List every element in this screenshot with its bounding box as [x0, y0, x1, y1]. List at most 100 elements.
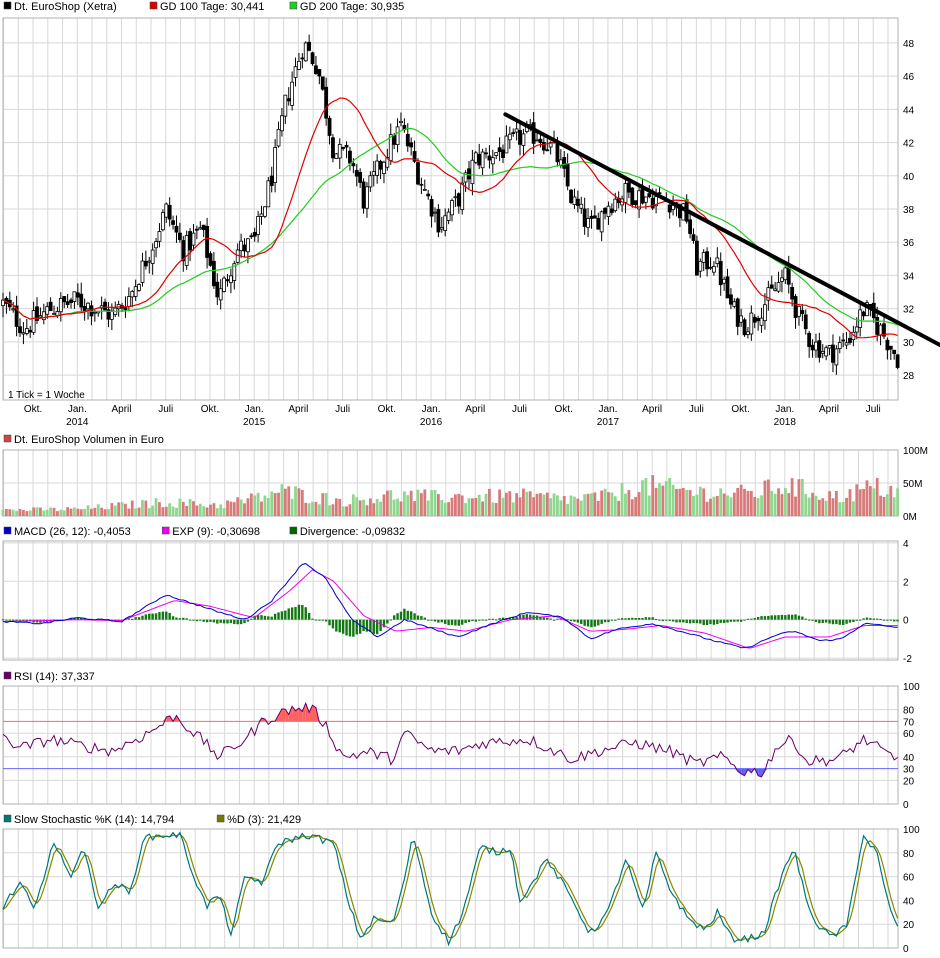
volume-bar — [814, 495, 818, 516]
divergence-bar — [573, 619, 576, 622]
divergence-bar — [498, 618, 501, 620]
volume-y-tick: 0M — [903, 512, 917, 523]
volume-bar — [865, 480, 869, 516]
candle-body — [783, 267, 788, 281]
divergence-bar — [719, 619, 722, 623]
candle-body — [848, 337, 852, 343]
legend-swatch — [3, 671, 12, 680]
candle-body — [531, 122, 536, 144]
volume-bar — [396, 498, 399, 516]
divergence-bar — [25, 619, 29, 621]
candle-body — [232, 263, 237, 281]
volume-bar — [617, 500, 621, 516]
x-tick-year: 2015 — [243, 417, 266, 428]
divergence-bar — [668, 619, 671, 621]
candle-body — [613, 198, 618, 212]
candle-body — [773, 288, 778, 291]
volume-bar — [607, 492, 610, 516]
divergence-bar — [767, 615, 770, 620]
volume-bar — [518, 497, 522, 516]
volume-bar — [212, 503, 216, 516]
candle-body — [269, 175, 274, 186]
candle-body — [514, 128, 519, 133]
divergence-bar — [569, 619, 573, 622]
candle-body — [314, 65, 318, 75]
divergence-bar — [464, 619, 467, 624]
volume-bar — [249, 493, 253, 516]
volume-bar — [317, 504, 321, 516]
candle-body — [52, 312, 56, 315]
candle-body — [725, 276, 730, 299]
candle-body — [538, 138, 543, 144]
volume-bar — [90, 508, 93, 516]
volume-bar — [147, 508, 151, 516]
volume-bar — [1, 509, 5, 516]
candle-body — [154, 241, 158, 249]
volume-bar — [539, 493, 542, 516]
candle-body — [800, 309, 805, 314]
candle-body — [439, 227, 444, 230]
divergence-bar — [794, 614, 797, 620]
divergence-bar — [838, 619, 841, 625]
volume-bar — [794, 496, 797, 516]
divergence-bar — [828, 619, 831, 624]
divergence-bar — [443, 619, 447, 624]
volume-bar — [573, 496, 576, 516]
candle-body — [715, 257, 720, 264]
volume-bar — [83, 508, 87, 516]
volume-bar — [49, 507, 53, 516]
volume-bar — [141, 500, 144, 516]
divergence-bar — [236, 619, 239, 625]
volume-bar — [800, 478, 804, 516]
volume-bar — [365, 505, 369, 516]
candle-body — [24, 328, 29, 334]
volume-bar — [838, 502, 842, 516]
candle-body — [752, 316, 757, 323]
rsi-overbought-fill — [309, 705, 313, 722]
volume-bar — [39, 507, 42, 516]
volume-bar — [93, 507, 97, 516]
divergence-bar — [797, 615, 801, 620]
divergence-bar — [379, 619, 382, 632]
volume-bar — [760, 495, 763, 516]
candle-body — [589, 215, 594, 219]
rsi-y-tick: 60 — [903, 729, 915, 740]
volume-bar — [889, 486, 893, 516]
divergence-bar — [818, 619, 821, 624]
rsi-overbought-fill — [166, 716, 170, 722]
candle-body — [191, 232, 196, 246]
candle-body — [58, 298, 63, 313]
x-tick-label: April — [465, 404, 485, 415]
divergence-bar — [743, 619, 746, 621]
divergence-bar — [375, 619, 379, 635]
divergence-bar — [882, 619, 886, 621]
volume-bar — [73, 507, 76, 516]
volume-bar — [885, 494, 889, 516]
legend-item: MACD (26, 12): -0,4053 — [14, 526, 131, 538]
divergence-bar — [549, 618, 552, 620]
volume-bar — [79, 509, 83, 516]
candle-body — [497, 147, 502, 153]
candle-body — [160, 212, 165, 231]
candle-body — [712, 266, 716, 273]
divergence-bar — [362, 619, 365, 632]
volume-bar — [368, 498, 372, 516]
volume-bar — [739, 484, 743, 516]
price-panel: 28 30 32 34 36 38 40 42 44 46 48 Dt. EuroShop (Xetr… — [1, 1, 940, 428]
candle-body — [416, 162, 420, 185]
candle-body — [188, 231, 192, 251]
volume-bar — [692, 495, 695, 516]
volume-bar — [86, 505, 90, 516]
macd-y-tick: -2 — [903, 654, 912, 665]
candle-body — [41, 311, 46, 321]
volume-bar — [664, 481, 668, 516]
candle-body — [422, 188, 427, 191]
candle-body — [218, 288, 223, 301]
divergence-bar — [182, 617, 185, 620]
volume-bar — [552, 493, 556, 516]
candle-body — [307, 41, 312, 51]
candle-body — [729, 294, 733, 305]
volume-bar — [460, 495, 464, 516]
candle-body — [266, 180, 271, 208]
volume-bar — [137, 507, 141, 516]
